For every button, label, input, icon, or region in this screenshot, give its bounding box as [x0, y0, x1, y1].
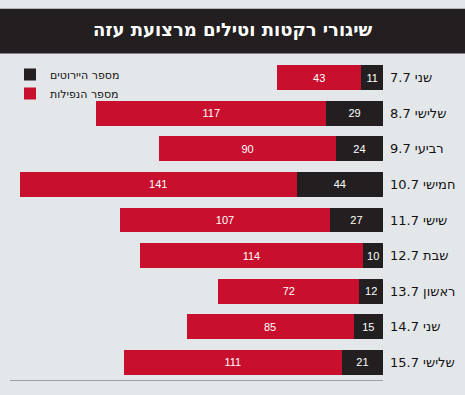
svg-text:שבת 12.7: שבת 12.7 [390, 248, 448, 263]
svg-text:27: 27 [350, 214, 362, 226]
svg-text:21: 21 [356, 356, 368, 368]
svg-text:114: 114 [243, 250, 261, 262]
svg-text:שיגורי רקטות וטילים מרצועת עזה: שיגורי רקטות וטילים מרצועת עזה [93, 19, 373, 40]
svg-text:מספר היירוטים: מספר היירוטים [50, 69, 119, 82]
svg-text:24: 24 [353, 143, 365, 155]
svg-text:שני 7.7: שני 7.7 [390, 70, 432, 85]
svg-text:111: 111 [224, 356, 241, 368]
svg-text:72: 72 [283, 285, 295, 297]
svg-text:85: 85 [264, 321, 276, 333]
svg-text:117: 117 [202, 107, 220, 119]
svg-text:29: 29 [348, 107, 360, 119]
svg-text:10: 10 [367, 250, 379, 262]
svg-text:שני 14.7: שני 14.7 [390, 319, 440, 334]
svg-text:44: 44 [334, 178, 346, 190]
svg-text:ראשון 13.7: ראשון 13.7 [390, 284, 455, 299]
svg-text:שלישי 8.7: שלישי 8.7 [390, 106, 446, 121]
svg-text:12: 12 [365, 285, 377, 297]
svg-text:11: 11 [366, 72, 377, 84]
svg-text:15: 15 [362, 321, 374, 333]
svg-text:חמישי 10.7: חמישי 10.7 [390, 177, 455, 192]
svg-text:רביעי 9.7: רביעי 9.7 [390, 141, 444, 156]
svg-text:שישי 11.7: שישי 11.7 [390, 213, 447, 228]
svg-text:43: 43 [313, 72, 325, 84]
svg-text:מספר הנפילות: מספר הנפילות [50, 88, 119, 101]
svg-text:90: 90 [241, 143, 253, 155]
svg-text:שלישי 15.7: שלישי 15.7 [390, 355, 455, 370]
svg-text:141: 141 [149, 178, 167, 190]
svg-text:107: 107 [216, 214, 234, 226]
